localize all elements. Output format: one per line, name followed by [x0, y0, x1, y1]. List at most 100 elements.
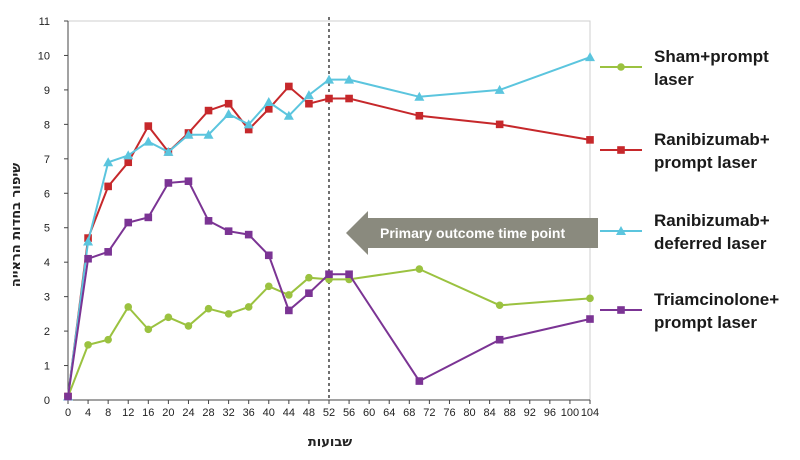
series-group [63, 52, 595, 401]
x-tick-label: 0 [65, 407, 71, 419]
y-tick-label: 4 [44, 257, 50, 269]
x-tick-label: 64 [383, 407, 395, 419]
data-point [415, 377, 424, 385]
x-tick-label: 12 [122, 407, 134, 419]
data-point [344, 74, 355, 84]
data-point [83, 236, 94, 246]
data-point [144, 122, 153, 130]
data-point [285, 306, 293, 315]
data-point [345, 270, 353, 279]
data-point [204, 106, 213, 115]
data-point [495, 335, 504, 344]
data-point [495, 301, 504, 310]
legend-label: prompt laser [654, 313, 757, 332]
data-point [204, 217, 213, 225]
data-point [224, 310, 233, 318]
data-point [616, 226, 626, 235]
data-point [104, 335, 112, 344]
data-point [586, 136, 594, 144]
x-tick-label: 84 [483, 407, 495, 419]
series-line [67, 180, 591, 397]
data-point [163, 146, 174, 156]
x-tick-label: 44 [283, 407, 295, 419]
data-point [223, 109, 234, 119]
x-tick-label: 72 [423, 407, 435, 419]
data-point [203, 129, 214, 139]
legend-label: laser [654, 70, 694, 89]
data-point [494, 84, 505, 94]
data-point [263, 96, 274, 106]
data-point [184, 322, 193, 330]
x-tick-label: 100 [561, 407, 579, 419]
data-point [495, 120, 504, 129]
legend-item-1: Sham+prompt laser [600, 47, 769, 89]
data-point [84, 254, 92, 263]
data-point [285, 291, 293, 299]
plot-area [67, 17, 591, 401]
data-point [224, 227, 233, 235]
y-tick-label: 6 [44, 188, 50, 200]
data-point [183, 129, 194, 139]
data-point [305, 289, 313, 297]
y-tick-label: 5 [44, 223, 50, 235]
data-point [586, 294, 594, 303]
legend-label: prompt laser [654, 153, 757, 172]
data-point [124, 303, 133, 311]
y-tick-label: 2 [44, 326, 50, 338]
x-tick-label: 4 [85, 407, 91, 419]
x-tick-label: 92 [524, 407, 536, 419]
legend-label: Sham+prompt [654, 47, 769, 66]
data-point [283, 110, 294, 120]
data-point [617, 306, 625, 314]
data-point [143, 136, 154, 146]
data-point [617, 63, 625, 71]
x-tick-label: 48 [303, 407, 315, 419]
data-point [585, 52, 595, 62]
y-tick-label: 3 [44, 292, 50, 304]
data-point [104, 182, 112, 191]
data-point [415, 265, 424, 273]
legend-item-3: Ranibizumab+ deferred laser [600, 211, 770, 253]
data-point [124, 158, 133, 167]
x-tick-label: 20 [162, 407, 174, 419]
data-point [586, 315, 594, 323]
data-point [244, 230, 253, 239]
x-tick-label: 40 [263, 407, 275, 419]
x-tick-label: 32 [222, 407, 234, 419]
x-tick-label: 56 [343, 407, 355, 419]
data-point [243, 119, 254, 129]
data-point [84, 341, 92, 349]
data-point [204, 304, 213, 313]
x-tick-label: 8 [105, 407, 111, 419]
series-line [67, 85, 591, 397]
data-point [285, 82, 293, 91]
x-tick-label: 16 [142, 407, 154, 419]
data-point [164, 179, 173, 187]
legend-label: Triamcinolone+ [654, 290, 779, 309]
x-tick-label: 88 [504, 407, 516, 419]
data-point [164, 313, 173, 322]
data-point [244, 303, 253, 311]
series-4 [64, 177, 594, 401]
y-tick-label: 8 [44, 119, 50, 131]
data-point [64, 392, 72, 401]
x-tick-label: 28 [202, 407, 214, 419]
y-tick-label: 9 [44, 85, 50, 97]
x-tick-label: 52 [323, 407, 335, 419]
y-axis-title: שיפור בחדות הראייה [9, 163, 24, 287]
x-tick-label: 24 [182, 407, 194, 419]
data-point [103, 157, 114, 167]
data-point [184, 177, 193, 186]
annotation-label: Primary outcome time point [380, 225, 565, 241]
data-point [144, 325, 153, 334]
legend: Sham+prompt laser Ranibizumab+ prompt laser… [600, 47, 779, 332]
data-point [324, 74, 334, 84]
data-point [415, 111, 424, 120]
series-3 [63, 52, 595, 401]
legend-label: deferred laser [654, 234, 767, 253]
x-tick-label: 76 [443, 407, 455, 419]
y-tick-label: 1 [44, 361, 50, 373]
series-1 [64, 265, 594, 401]
